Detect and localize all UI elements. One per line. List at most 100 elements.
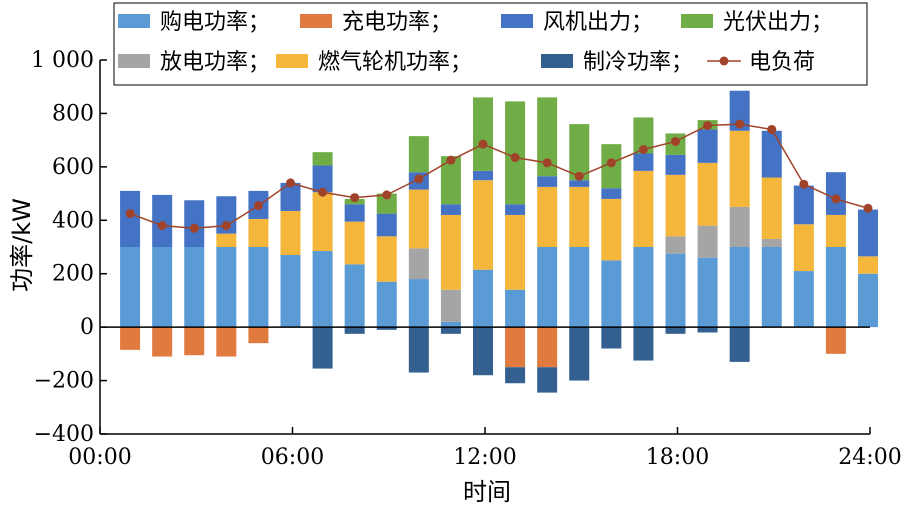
bar-segment xyxy=(312,165,333,193)
load-point xyxy=(478,139,488,149)
bar-segment xyxy=(440,204,461,215)
y-axis-title: 功率/kW xyxy=(8,198,36,292)
bar-segment xyxy=(312,152,333,166)
legend-label: 风机出力； xyxy=(543,10,653,35)
load-point xyxy=(638,144,648,154)
load-point xyxy=(286,178,295,188)
bar-segment xyxy=(729,130,750,207)
load-point xyxy=(318,187,328,197)
bar-segment xyxy=(376,236,397,282)
bar-segment xyxy=(152,247,173,328)
bar-segment xyxy=(601,188,622,199)
x-tick-label: 24:00 xyxy=(838,445,901,470)
y-tick-label: 200 xyxy=(52,262,94,287)
bar-segment xyxy=(793,271,814,328)
load-point xyxy=(671,136,680,146)
bar-segment xyxy=(120,190,141,247)
bar-segment xyxy=(376,213,397,237)
bar-segment xyxy=(858,273,878,328)
bar-segment xyxy=(665,174,686,237)
bar-segment xyxy=(569,186,590,247)
y-tick-label: 600 xyxy=(52,155,94,180)
bar-segment xyxy=(697,129,718,163)
bar-segment xyxy=(376,281,397,328)
bar-segment xyxy=(248,327,269,344)
legend-label: 购电功率； xyxy=(160,10,270,35)
bar-segment xyxy=(825,172,846,215)
bar-segment xyxy=(120,327,141,350)
legend-label: 光伏出力； xyxy=(723,10,833,35)
load-point xyxy=(767,124,777,134)
bar-segment xyxy=(473,170,493,181)
bar-segment xyxy=(408,248,429,280)
bar-segment xyxy=(633,247,654,328)
bar-segment xyxy=(505,367,526,384)
load-point xyxy=(606,158,616,168)
bar-segment xyxy=(793,224,814,272)
bar-segment xyxy=(697,257,718,328)
bar-segment xyxy=(601,260,622,328)
bar-segment xyxy=(729,206,750,247)
bar-segment xyxy=(344,221,365,265)
bar-segment xyxy=(569,180,590,187)
bar-segment xyxy=(793,185,814,225)
bar-segment xyxy=(537,97,558,177)
bar-segment xyxy=(248,247,269,328)
bar-segment xyxy=(505,327,526,368)
bar-segment xyxy=(473,269,493,328)
bar-segment xyxy=(440,214,461,290)
bar-segment xyxy=(280,182,301,211)
bar-segment xyxy=(858,256,878,274)
bar-segment xyxy=(408,136,429,173)
bar-segment xyxy=(216,233,237,247)
bar-segment xyxy=(344,264,365,328)
y-tick-label: 400 xyxy=(52,208,94,233)
bar-segment xyxy=(280,255,301,328)
bar-segment xyxy=(697,225,718,258)
bars-layer xyxy=(120,90,878,393)
bar-segment xyxy=(729,90,750,131)
legend-marker xyxy=(719,56,729,66)
bar-segment xyxy=(312,251,333,328)
bar-segment xyxy=(473,180,493,270)
y-tick-label: −200 xyxy=(34,369,94,394)
load-line xyxy=(129,123,869,230)
bar-segment xyxy=(184,247,205,328)
load-point xyxy=(735,119,745,129)
bar-segment xyxy=(569,247,590,328)
load-point xyxy=(382,190,392,200)
bar-segment xyxy=(633,117,654,154)
x-tick-label: 18:00 xyxy=(646,445,709,470)
bar-segment xyxy=(761,238,782,247)
y-tick-label: 800 xyxy=(52,101,94,126)
line-layer xyxy=(125,119,873,233)
y-tick-label: −400 xyxy=(34,422,94,447)
legend-swatch xyxy=(501,14,533,28)
load-point xyxy=(863,203,873,213)
x-tick-label: 00:00 xyxy=(68,445,131,470)
legend-swatch xyxy=(681,14,713,28)
bar-segment xyxy=(505,204,526,215)
x-tick-label: 12:00 xyxy=(453,445,516,470)
bar-segment xyxy=(216,247,237,328)
bar-segment xyxy=(729,247,750,328)
bar-segment xyxy=(440,321,461,328)
y-tick-label: 1 000 xyxy=(31,48,94,73)
y-tick-label: 0 xyxy=(80,315,94,340)
bar-segment xyxy=(473,97,493,171)
load-point xyxy=(542,158,552,168)
load-point xyxy=(221,221,231,231)
legend-label: 燃气轮机功率； xyxy=(318,50,472,75)
bar-segment xyxy=(825,214,846,247)
load-point xyxy=(510,153,520,163)
bar-segment xyxy=(665,327,686,334)
bar-segment xyxy=(440,327,461,334)
bar-segment xyxy=(665,253,686,328)
bar-segment xyxy=(344,204,365,222)
bar-segment xyxy=(601,327,622,349)
load-point xyxy=(157,221,167,231)
bar-segment xyxy=(537,247,558,328)
bar-segment xyxy=(408,327,429,373)
x-axis-title: 时间 xyxy=(463,478,511,506)
legend-label: 充电功率； xyxy=(342,10,452,35)
